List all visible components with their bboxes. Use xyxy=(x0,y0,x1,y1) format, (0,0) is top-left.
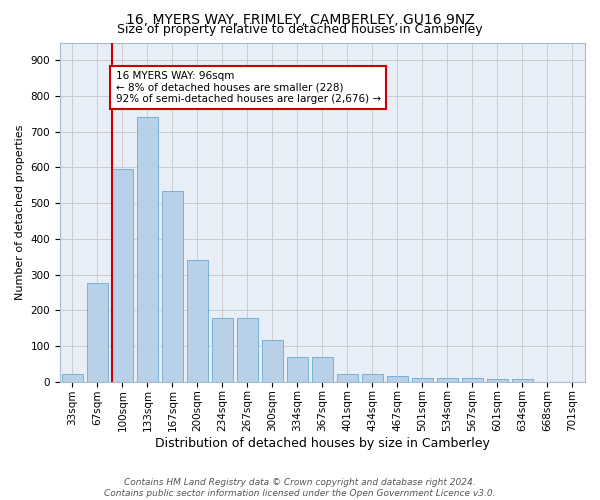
Bar xyxy=(262,340,283,382)
Bar xyxy=(362,374,383,382)
Text: Size of property relative to detached houses in Camberley: Size of property relative to detached ho… xyxy=(117,22,483,36)
Bar xyxy=(187,260,208,382)
Bar xyxy=(437,378,458,382)
Bar xyxy=(312,358,333,382)
Y-axis label: Number of detached properties: Number of detached properties xyxy=(15,124,25,300)
Bar xyxy=(337,374,358,382)
Bar xyxy=(137,118,158,382)
Text: 16, MYERS WAY, FRIMLEY, CAMBERLEY, GU16 9NZ: 16, MYERS WAY, FRIMLEY, CAMBERLEY, GU16 … xyxy=(125,12,475,26)
Bar xyxy=(62,374,83,382)
Text: Contains HM Land Registry data © Crown copyright and database right 2024.
Contai: Contains HM Land Registry data © Crown c… xyxy=(104,478,496,498)
Bar xyxy=(387,376,408,382)
Bar xyxy=(412,378,433,382)
Bar xyxy=(287,358,308,382)
Bar xyxy=(237,318,258,382)
Bar xyxy=(87,284,108,382)
Bar xyxy=(487,379,508,382)
Bar xyxy=(162,190,183,382)
Bar xyxy=(462,378,483,382)
Text: 16 MYERS WAY: 96sqm
← 8% of detached houses are smaller (228)
92% of semi-detach: 16 MYERS WAY: 96sqm ← 8% of detached hou… xyxy=(116,71,380,104)
Bar xyxy=(212,318,233,382)
X-axis label: Distribution of detached houses by size in Camberley: Distribution of detached houses by size … xyxy=(155,437,490,450)
Bar xyxy=(112,169,133,382)
Bar xyxy=(512,379,533,382)
